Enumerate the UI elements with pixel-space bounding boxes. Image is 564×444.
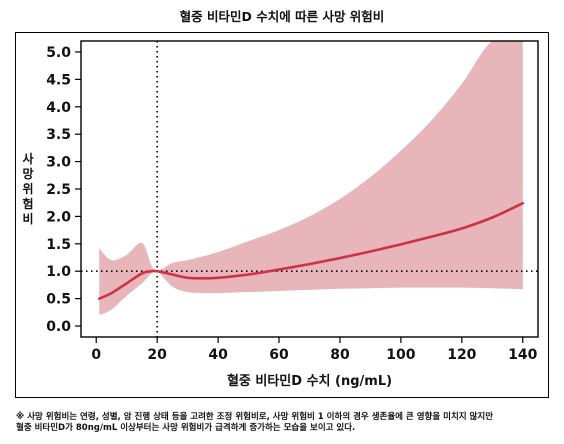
y-axis-label-char: 비	[22, 211, 33, 226]
y-tick-label: 5.0	[46, 45, 71, 61]
y-tick-label: 1.5	[46, 237, 71, 253]
x-axis-label: 혈중 비타민D 수치 (ng/mL)	[227, 373, 392, 389]
x-tick-label: 0	[91, 347, 101, 363]
y-tick-label: 0.0	[46, 319, 71, 335]
x-tick-label: 20	[147, 347, 167, 363]
x-tick-label: 60	[269, 347, 289, 363]
y-tick-label: 3.5	[46, 127, 71, 143]
footnote-line-1: ※ 사망 위험비는 연령, 성별, 암 진행 상태 등을 고려한 조정 위험비로…	[16, 412, 494, 422]
x-tick-label: 140	[508, 347, 537, 363]
y-axis-label-char: 위	[22, 182, 33, 196]
chart-svg: 0.0 0.5 1.0 1.5 2.0 2.5 3.0 3.5 4.0 4.5 5.0 0 20 40 60…	[22, 40, 539, 389]
y-axis-label-char: 망	[22, 167, 33, 181]
y-axis-label-char: 사	[22, 151, 33, 166]
footnote: ※ 사망 위험비는 연령, 성별, 암 진행 상태 등을 고려한 조정 위험비로…	[16, 412, 556, 434]
figure-frame: 0.0 0.5 1.0 1.5 2.0 2.5 3.0 3.5 4.0 4.5 5.0 0 20 40 60…	[15, 32, 549, 398]
y-axis-label-char: 험	[22, 196, 33, 211]
y-tick-label: 4.5	[46, 72, 71, 88]
y-tick-label: 4.0	[46, 100, 71, 116]
series-line	[97, 201, 525, 300]
y-tick-label: 2.0	[46, 209, 71, 225]
x-tick-label: 120	[447, 347, 476, 363]
chart-title: 혈중 비타민D 수치에 따른 사망 위험비	[179, 9, 385, 24]
footnote-line-2: 혈중 비타민D가 80ng/mL 이상부터는 사망 위험비가 급격하게 증가하는…	[16, 423, 356, 433]
x-tick-label: 40	[208, 347, 228, 363]
confidence-band	[99, 41, 523, 316]
y-tick-label: 0.5	[46, 292, 71, 308]
y-tick-label: 1.0	[46, 264, 71, 280]
y-tick-label: 3.0	[46, 155, 71, 171]
x-tick-label: 100	[386, 347, 415, 363]
y-tick-label: 2.5	[46, 182, 71, 198]
x-tick-label: 80	[330, 347, 350, 363]
